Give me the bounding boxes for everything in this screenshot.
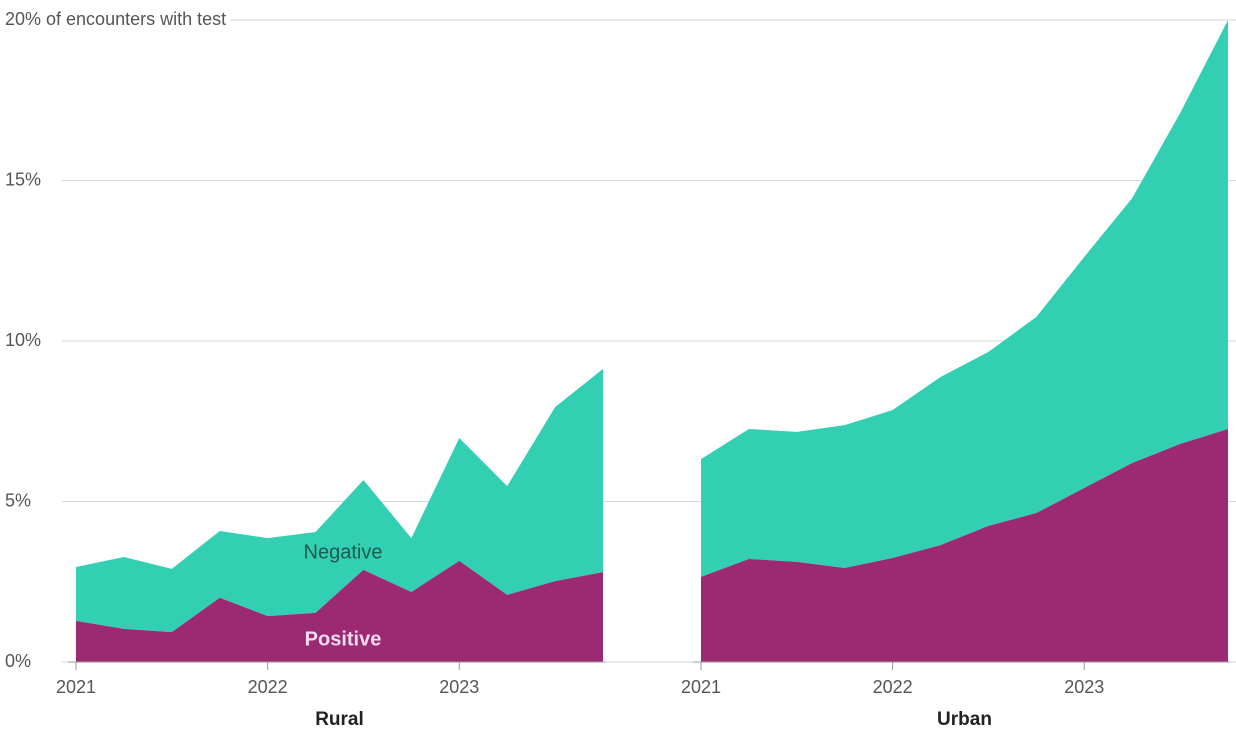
series-label: Positive <box>305 628 382 650</box>
x-tick-label: 2021 <box>681 677 721 697</box>
series-label: Negative <box>304 541 383 563</box>
area <box>701 428 1228 662</box>
x-tick-label: 2023 <box>1064 677 1104 697</box>
panel-title: Rural <box>315 709 364 730</box>
area <box>76 560 603 662</box>
panel-title: Urban <box>937 709 992 730</box>
y-tick-label: 20% of encounters with test <box>5 9 226 29</box>
x-tick-label: 2022 <box>248 677 288 697</box>
area <box>701 20 1228 577</box>
area <box>76 368 603 633</box>
labels: Negative Positive <box>304 541 383 650</box>
y-tick-label: 5% <box>5 490 31 510</box>
label-bg <box>3 169 46 190</box>
x-tick-label: 2021 <box>56 677 96 697</box>
x-tick-label: 2022 <box>873 677 913 697</box>
label-bg <box>3 329 46 350</box>
x-tick-label: 2023 <box>439 677 479 697</box>
y-tick-label: 15% <box>5 169 41 189</box>
y-tick-label: 10% <box>5 330 41 350</box>
label-bg <box>3 8 231 29</box>
label-bg <box>3 650 36 671</box>
areas: 2021 2022 2023 Rural 2021 2022 2023 Urban <box>56 20 1230 730</box>
label-bg <box>3 490 36 511</box>
y-tick-label: 0% <box>5 651 31 671</box>
